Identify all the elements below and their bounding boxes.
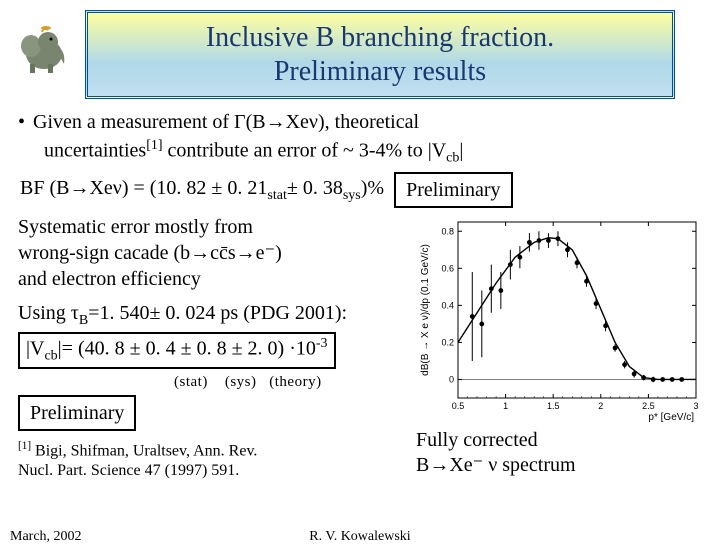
title-line-1: Inclusive B branching fraction. <box>108 21 652 55</box>
content-area: • Given a measurement of Γ(B→Xeν), theor… <box>0 107 720 481</box>
reference: [1] Bigi, Shifman, Uraltsev, Ann. Rev. N… <box>18 439 408 481</box>
systematic-line-2: wrong-sign cacade (b→cc̄s→e⁻) <box>18 240 408 266</box>
title-banner: Inclusive B branching fraction. Prelimin… <box>85 10 675 99</box>
vcb-result-box: |Vcb|= (40. 8 ± 0. 4 ± 0. 8 ± 2. 0) ·10-… <box>18 332 336 369</box>
svg-text:2.5: 2.5 <box>642 401 655 411</box>
branching-fraction-row: BF (B→Xeν) = (10. 82 ± 0. 21stat± 0. 38s… <box>20 172 704 208</box>
svg-text:0.6: 0.6 <box>441 263 454 273</box>
svg-text:dB(B → X e ν)/dp (0.1 GeV/c): dB(B → X e ν)/dp (0.1 GeV/c) <box>420 244 431 376</box>
bullet-line-2: uncertainties[1] contribute an error of … <box>18 137 704 168</box>
svg-text:0.2: 0.2 <box>441 337 454 347</box>
systematic-line-1: Systematic error mostly from <box>18 214 408 240</box>
bullet-item: • Given a measurement of Γ(B→Xeν), theor… <box>18 109 704 135</box>
svg-text:0.4: 0.4 <box>441 300 454 310</box>
svg-text:2: 2 <box>598 401 603 411</box>
svg-text:0: 0 <box>449 375 454 385</box>
footer-author: R. V. Kowalewski <box>309 529 410 545</box>
babar-logo-icon <box>18 24 76 76</box>
bullet-line-1: Given a measurement of Γ(B→Xeν), theoret… <box>33 109 419 135</box>
bullet-dot: • <box>18 109 25 135</box>
bf-formula: BF (B→Xeν) = (10. 82 ± 0. 21stat± 0. 38s… <box>20 175 384 205</box>
right-column: 0.5 1 1.5 2 2.5 3 0 0.2 0.4 0.6 0.8 p* [GeV/c] dB(B … <box>416 214 704 481</box>
systematic-line-3: and electron efficiency <box>18 266 408 292</box>
title-line-2: Preliminary results <box>108 55 652 89</box>
footer-date: March, 2002 <box>10 529 82 545</box>
svg-text:1.5: 1.5 <box>547 401 560 411</box>
preliminary-box-2: Preliminary <box>18 395 136 431</box>
spectrum-caption: Fully corrected B→Xe⁻ ν spectrum <box>416 428 704 478</box>
tau-line: Using τB=1. 540± 0. 024 ps (PDG 2001): <box>18 300 408 330</box>
svg-text:p* [GeV/c]: p* [GeV/c] <box>648 412 694 422</box>
left-column: Systematic error mostly from wrong-sign … <box>18 214 408 481</box>
svg-text:3: 3 <box>693 401 698 411</box>
preliminary-box-1: Preliminary <box>394 172 512 208</box>
svg-text:0.5: 0.5 <box>452 401 465 411</box>
error-type-labels: (stat) (sys) (theory) <box>18 373 408 393</box>
spectrum-plot: 0.5 1 1.5 2 2.5 3 0 0.2 0.4 0.6 0.8 p* [GeV/c] dB(B … <box>416 214 704 422</box>
svg-text:0.8: 0.8 <box>441 226 454 236</box>
svg-text:1: 1 <box>503 401 508 411</box>
